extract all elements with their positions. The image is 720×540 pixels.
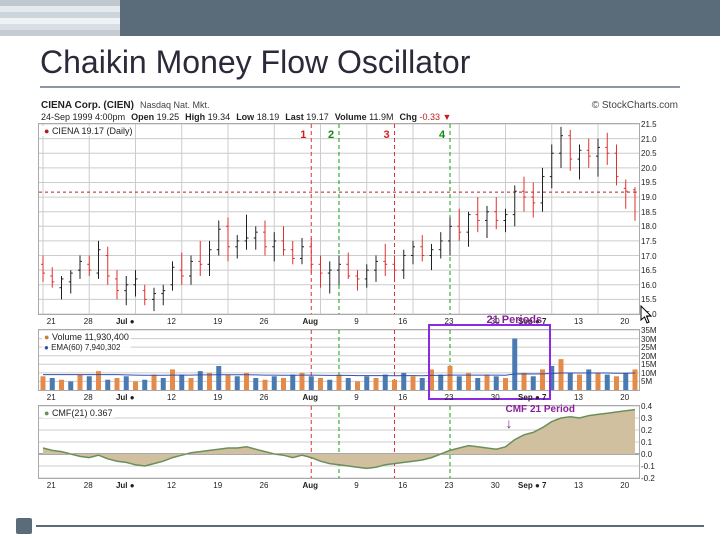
- chart-container: CIENA Corp. (CIEN) Nasdaq Nat. Mkt. © St…: [38, 100, 678, 520]
- svg-text:3: 3: [383, 129, 389, 141]
- price-x-axis: 2128Jul ●121926Aug9162330Sep ● 71320: [38, 317, 638, 329]
- slide-title: Chaikin Money Flow Oscillator: [40, 44, 470, 81]
- volume-panel[interactable]: ● Volume 11,930,400 ● EMA(60) 7,940,302 …: [38, 329, 640, 391]
- company-name: CIENA Corp. (CIEN): [41, 100, 134, 111]
- footer-rule: [36, 525, 704, 527]
- price-panel-label: ● CIENA 19.17 (Daily): [42, 126, 134, 136]
- price-chart: 1 2 3 4: [39, 124, 639, 314]
- svg-text:2: 2: [328, 129, 334, 141]
- slide: Chaikin Money Flow Oscillator CIENA Corp…: [0, 0, 720, 540]
- cmf-x-axis: 2128Jul ●121926Aug9162330Sep ● 71320: [38, 481, 638, 493]
- chart-header-row-1: CIENA Corp. (CIEN) Nasdaq Nat. Mkt. © St…: [38, 100, 678, 111]
- cmf-panel[interactable]: ● CMF(21) 0.367 -0.2-0.10.00.10.20.30.4 …: [38, 405, 640, 479]
- header-solid: [120, 0, 720, 36]
- volume-y-axis: 5M10M15M20M25M30M35M: [641, 330, 669, 390]
- footer-accent: [16, 518, 32, 534]
- title-underline: [40, 86, 680, 88]
- cmf-arrow-label: CMF 21 Period↓: [506, 404, 575, 431]
- price-y-axis: 15.015.516.016.517.017.518.018.519.019.5…: [641, 124, 669, 314]
- market-name: Nasdaq Nat. Mkt.: [140, 100, 210, 110]
- title-header: [0, 0, 720, 36]
- chart-header-row-2: 24-Sep 1999 4:00pm Open 19.25 High 19.34…: [38, 112, 678, 122]
- period-label: 21 Periods: [487, 314, 543, 326]
- date-line: 24-Sep 1999 4:00pm: [41, 112, 125, 122]
- svg-text:1: 1: [300, 129, 306, 141]
- header-stripes: [0, 0, 120, 36]
- price-panel[interactable]: ● CIENA 19.17 (Daily) 1234 15.015.516.01…: [38, 123, 640, 315]
- svg-text:4: 4: [439, 129, 446, 141]
- volume-panel-label: ● Volume 11,930,400 ● EMA(60) 7,940,302: [42, 332, 131, 352]
- source: © StockCharts.com: [592, 100, 678, 111]
- cmf-panel-label: ● CMF(21) 0.367: [42, 408, 114, 418]
- cmf-y-axis: -0.2-0.10.00.10.20.30.4: [641, 406, 669, 478]
